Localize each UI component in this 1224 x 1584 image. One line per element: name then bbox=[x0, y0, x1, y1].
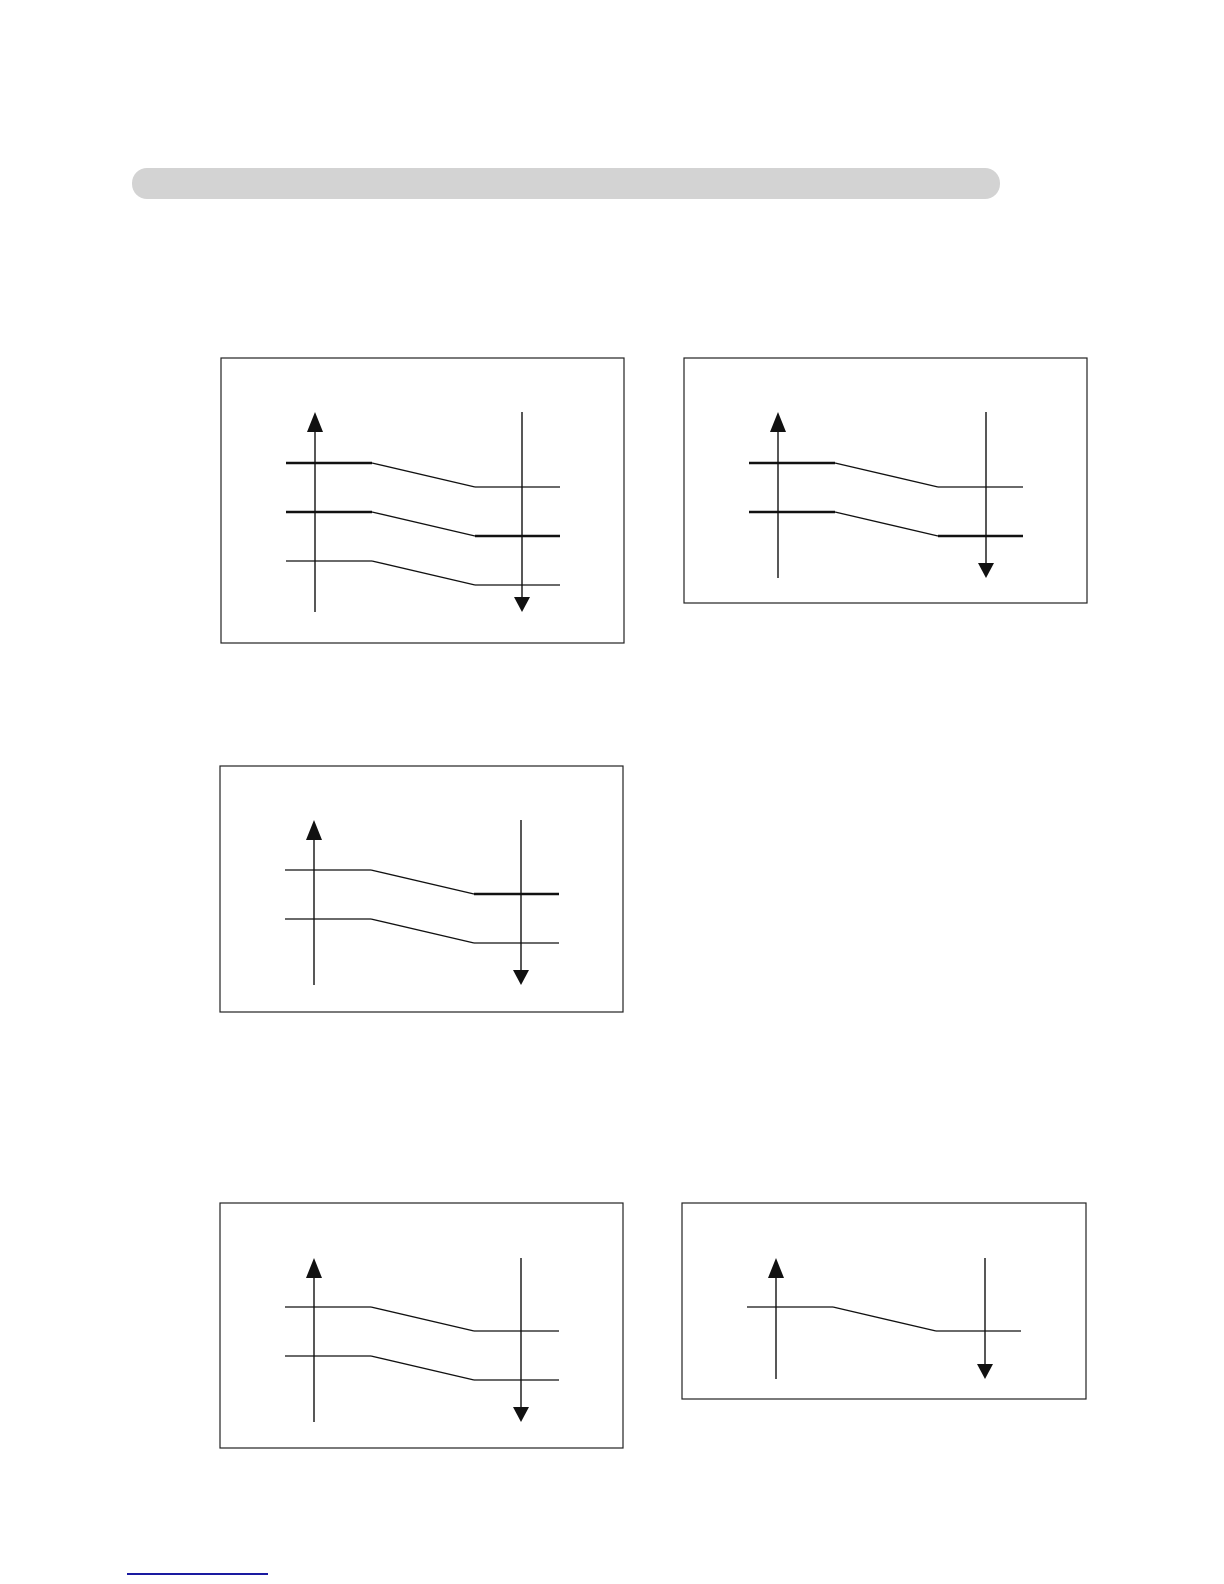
section-header-bar bbox=[132, 168, 1000, 199]
level-line-slope bbox=[371, 560, 476, 586]
level-diagram-5 bbox=[681, 1202, 1087, 1400]
footer-rule bbox=[127, 1573, 268, 1575]
down-arrow-icon bbox=[978, 563, 994, 578]
level-line-slope bbox=[370, 869, 475, 895]
level-diagram-1 bbox=[220, 357, 625, 644]
up-arrow-icon bbox=[768, 1258, 784, 1278]
up-arrow-icon bbox=[307, 412, 323, 432]
up-arrow-icon bbox=[770, 412, 786, 432]
down-arrow-icon bbox=[513, 1407, 529, 1422]
up-arrow-icon bbox=[306, 1258, 322, 1278]
level-line-slope bbox=[371, 511, 476, 537]
diagram-frame bbox=[219, 1202, 624, 1449]
level-diagram-3 bbox=[219, 765, 624, 1013]
level-line-slope bbox=[834, 511, 939, 537]
level-line-slope bbox=[370, 1355, 475, 1381]
level-line-slope bbox=[834, 462, 939, 488]
diagram-frame bbox=[220, 357, 625, 644]
level-line-slope bbox=[370, 918, 475, 944]
level-diagram-2 bbox=[683, 357, 1088, 604]
up-arrow-icon bbox=[306, 820, 322, 840]
level-line-slope bbox=[832, 1306, 937, 1332]
level-diagram-4 bbox=[219, 1202, 624, 1449]
diagram-frame bbox=[683, 357, 1088, 604]
diagram-frame bbox=[681, 1202, 1087, 1400]
down-arrow-icon bbox=[513, 970, 529, 985]
down-arrow-icon bbox=[514, 597, 530, 612]
down-arrow-icon bbox=[977, 1364, 993, 1379]
diagram-frame bbox=[219, 765, 624, 1013]
level-line-slope bbox=[370, 1306, 475, 1332]
level-line-slope bbox=[371, 462, 476, 488]
